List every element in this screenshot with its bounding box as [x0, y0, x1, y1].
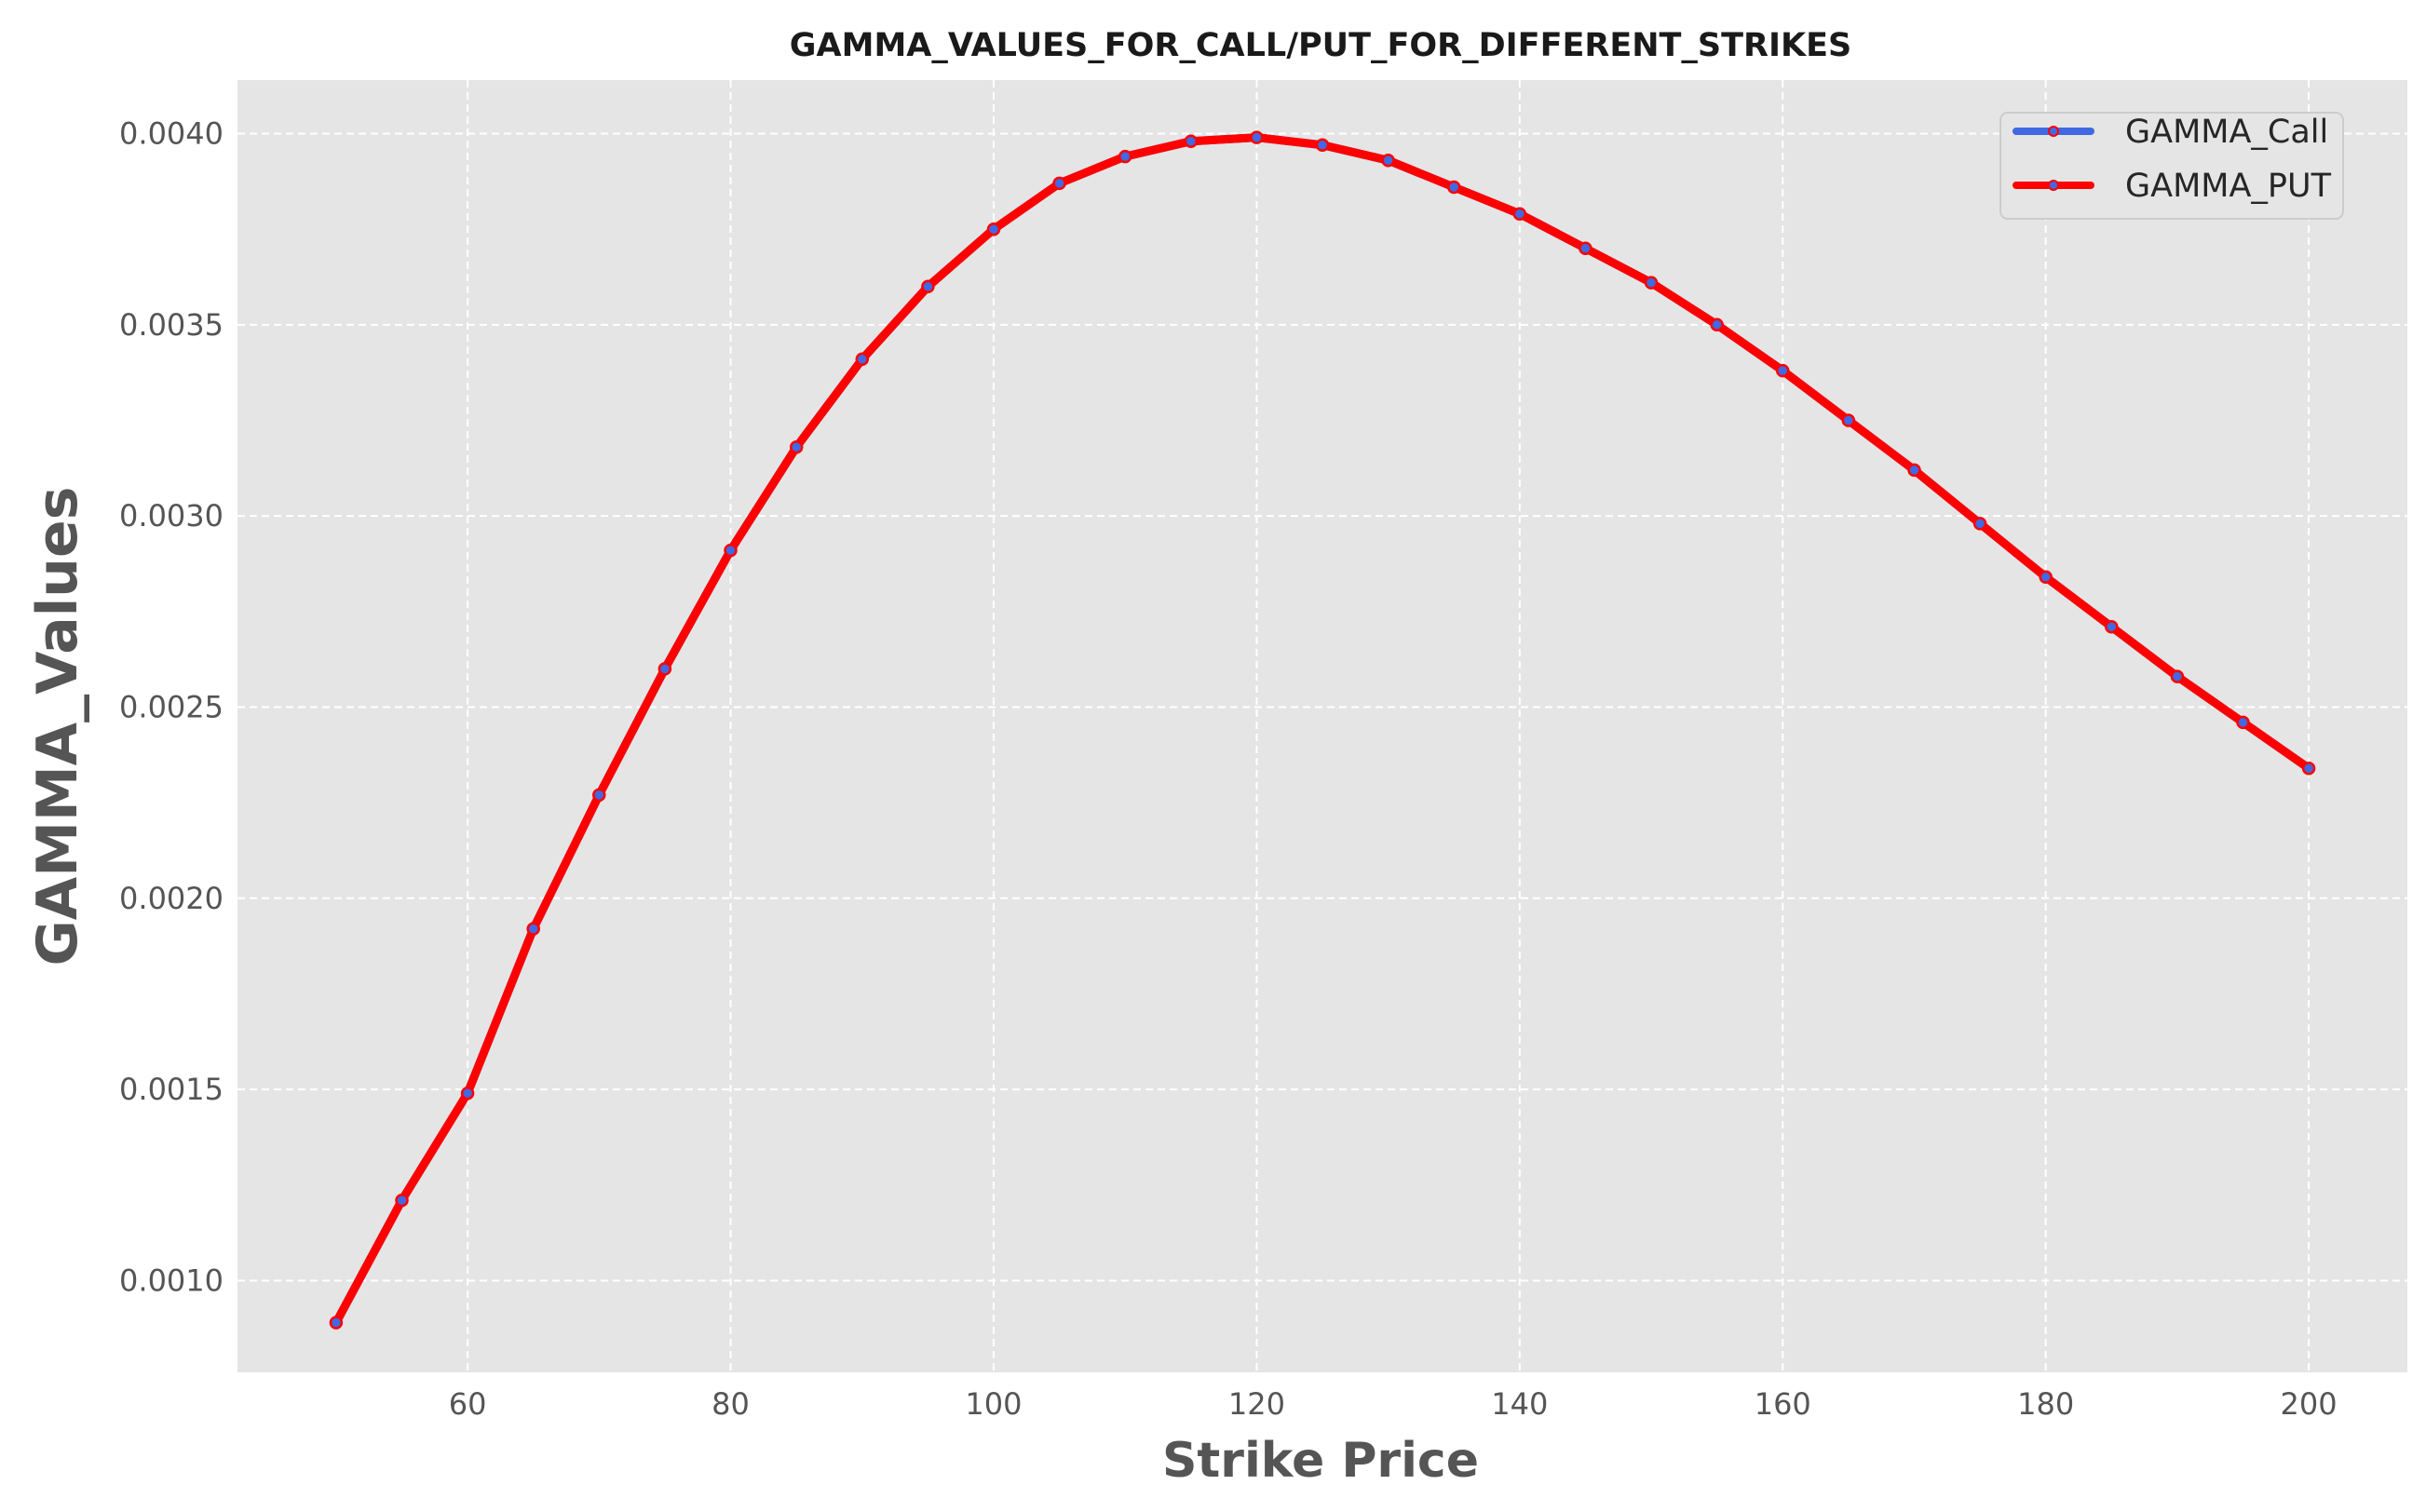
data-point: [1118, 149, 1132, 164]
y-axis-label: GAMMA_Values: [25, 487, 90, 966]
y-tick-label: 0.0035: [119, 307, 224, 343]
data-point: [1250, 130, 1264, 144]
data-point: [329, 1316, 344, 1330]
legend-marker-call: [2048, 126, 2059, 137]
x-tick-label: 60: [449, 1386, 487, 1422]
data-point: [1775, 363, 1790, 378]
grid: [237, 80, 2407, 1372]
data-point: [1446, 180, 1461, 195]
y-tick-label: 0.0025: [119, 689, 224, 724]
data-point: [921, 279, 935, 294]
data-point: [2170, 669, 2185, 683]
data-point: [1841, 413, 1856, 427]
data-point: [1907, 463, 1921, 478]
data-point: [1184, 134, 1199, 148]
data-point: [986, 222, 1001, 236]
tick-labels: 60 80 100 120 140 160 180 200 0.0010 0.0015 0.0020…: [119, 115, 2338, 1422]
data-point: [1710, 317, 1724, 332]
legend-marker-put: [2048, 180, 2059, 191]
x-tick-label: 140: [1491, 1386, 1548, 1422]
y-tick-label: 0.0030: [119, 498, 224, 533]
data-point: [526, 922, 540, 936]
data-point: [657, 662, 672, 676]
x-tick-label: 100: [965, 1386, 1022, 1422]
data-point: [592, 788, 606, 803]
y-tick-label: 0.0040: [119, 115, 224, 151]
data-point: [1315, 138, 1330, 153]
x-tick-label: 200: [2281, 1386, 2338, 1422]
x-axis-label: Strike Price: [1162, 1433, 1479, 1489]
y-tick-label: 0.0020: [119, 881, 224, 916]
data-point: [1644, 276, 1659, 290]
y-tick-label: 0.0010: [119, 1262, 224, 1298]
data-point: [724, 543, 738, 558]
data-point: [1052, 176, 1066, 191]
legend-label-call: GAMMA_Call: [2125, 114, 2328, 151]
data-point: [460, 1086, 475, 1100]
data-point: [1972, 517, 1987, 531]
legend-label-put: GAMMA_PUT: [2125, 168, 2332, 205]
data-point: [2301, 761, 2316, 776]
data-point: [1579, 241, 1592, 255]
x-tick-label: 180: [2017, 1386, 2074, 1422]
legend: GAMMA_Call GAMMA_PUT: [1999, 112, 2344, 220]
data-point: [2236, 715, 2250, 730]
data-point: [1381, 153, 1395, 168]
plot-background: [237, 80, 2407, 1372]
data-point: [789, 439, 804, 454]
data-point: [395, 1193, 409, 1208]
data-point: [1512, 207, 1527, 221]
series-group: [329, 130, 2316, 1330]
x-tick-label: 160: [1755, 1386, 1811, 1422]
data-point: [855, 352, 870, 367]
data-point: [2105, 619, 2119, 634]
data-point: [2039, 570, 2053, 585]
y-tick-label: 0.0015: [119, 1072, 224, 1107]
x-tick-label: 80: [712, 1386, 750, 1422]
x-tick-label: 120: [1228, 1386, 1285, 1422]
legend-box: [1999, 112, 2344, 220]
chart-title: GAMMA_VALUES_FOR_CALL/PUT_FOR_DIFFERENT_…: [790, 27, 1851, 64]
